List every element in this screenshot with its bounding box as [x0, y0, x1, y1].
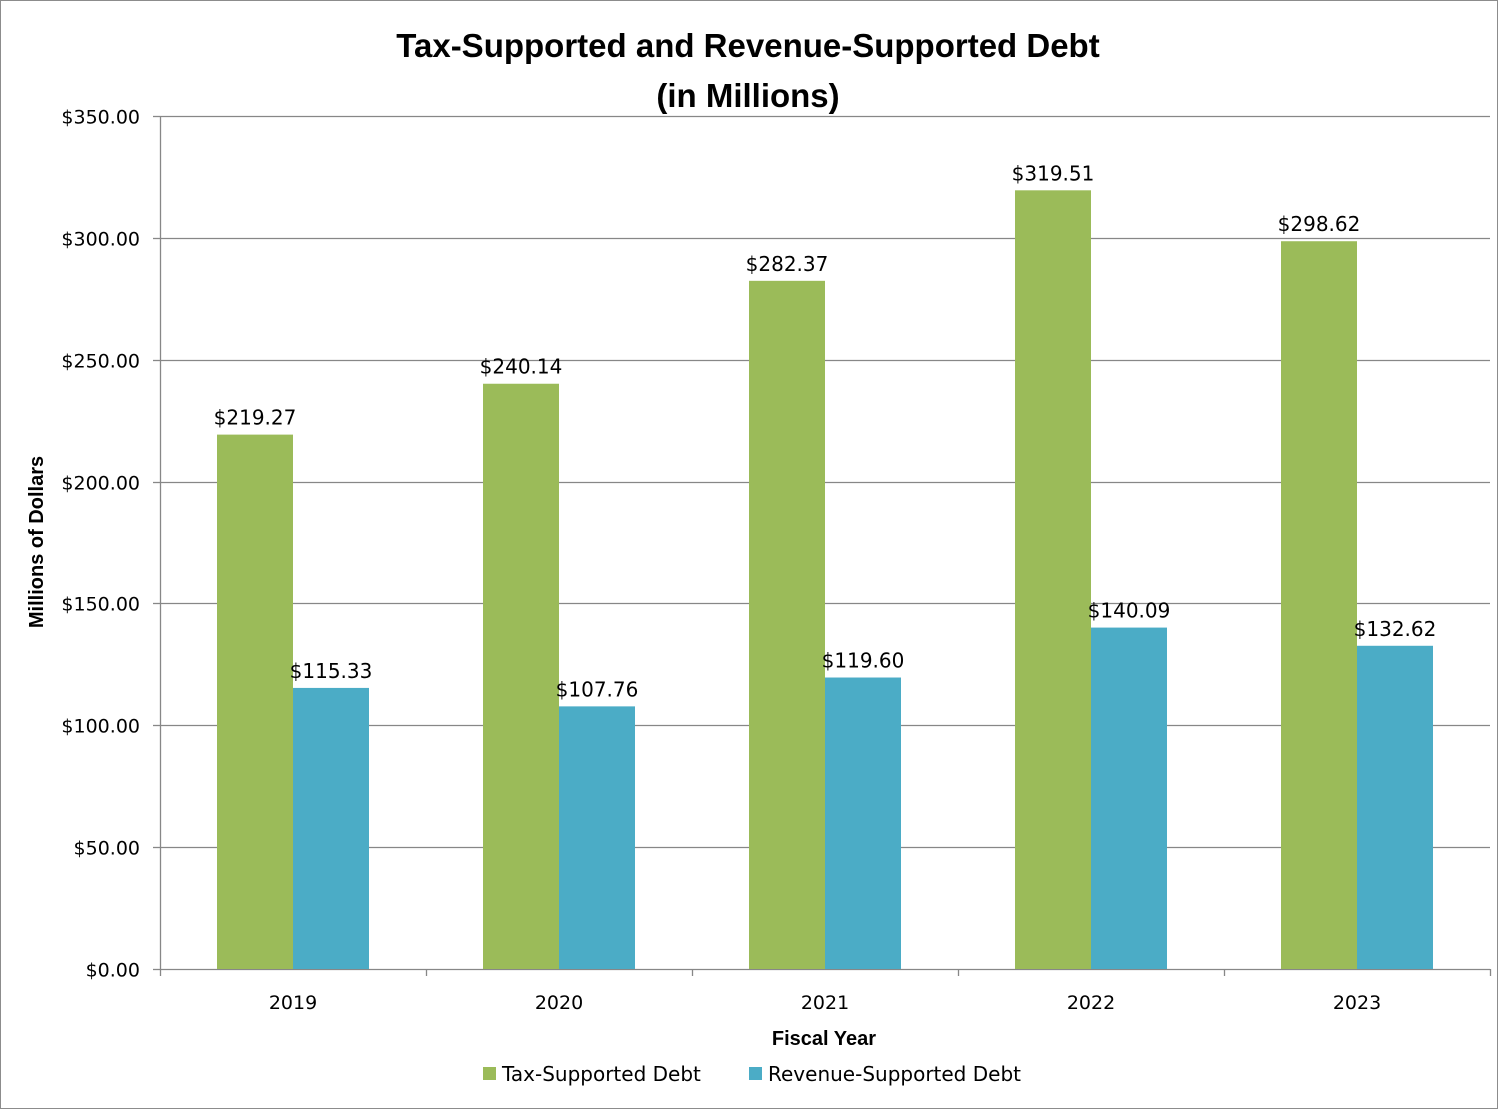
data-labels: $219.27 $115.33 $240.14 $107.76 $282.37 $119.…: [214, 161, 1437, 701]
data-label: $119.60: [822, 649, 905, 673]
bar: [1281, 241, 1357, 969]
bar: [1357, 645, 1433, 969]
y-tick-label: $150.00: [61, 594, 140, 616]
legend-swatch-revenue-supported: [749, 1067, 762, 1080]
y-tick-label: $250.00: [61, 351, 140, 373]
legend: Tax-Supported Debt Revenue-Supported Deb…: [483, 1062, 1021, 1086]
data-label: $319.51: [1012, 161, 1095, 185]
data-label: $282.37: [746, 252, 829, 276]
axes: [153, 115, 1492, 976]
legend-label-tax-supported: Tax-Supported Debt: [501, 1062, 701, 1086]
x-tick-label: 2020: [535, 992, 583, 1014]
y-tick-label: $200.00: [61, 473, 140, 495]
y-tick-label: $100.00: [61, 716, 140, 738]
bars: [217, 190, 1433, 970]
data-label: $298.62: [1278, 212, 1361, 236]
data-label: $219.27: [214, 406, 297, 430]
y-tick-label: $300.00: [61, 229, 140, 251]
bar: [749, 280, 825, 969]
data-label: $132.62: [1354, 617, 1437, 641]
bar: [1091, 627, 1167, 969]
data-label: $140.09: [1088, 599, 1171, 623]
y-tick-label: $50.00: [74, 838, 140, 860]
bar: [483, 383, 559, 969]
x-tick-label: 2019: [269, 992, 317, 1014]
legend-swatch-tax-supported: [483, 1067, 496, 1080]
bar: [825, 677, 901, 969]
data-label: $107.76: [556, 677, 639, 701]
bar: [1015, 190, 1091, 970]
data-label: $115.33: [290, 659, 373, 683]
chart-title-line1: Tax-Supported and Revenue-Supported Debt: [396, 27, 1099, 64]
bar: [559, 706, 635, 969]
chart-title-line2: (in Millions): [656, 77, 839, 114]
y-tick-label: $0.00: [86, 960, 140, 982]
tick-labels: $0.00 $50.00 $100.00 $150.00 $200.00 $250.00 $…: [61, 107, 1381, 1015]
data-label: $240.14: [480, 355, 563, 379]
x-tick-label: 2022: [1067, 992, 1115, 1014]
bar: [217, 434, 293, 970]
bar: [293, 687, 369, 969]
y-axis-title: Millions of Dollars: [26, 456, 48, 628]
x-axis-title: Fiscal Year: [772, 1028, 876, 1050]
legend-label-revenue-supported: Revenue-Supported Debt: [768, 1062, 1021, 1086]
x-tick-label: 2023: [1333, 992, 1381, 1014]
y-tick-label: $350.00: [61, 107, 140, 129]
x-tick-label: 2021: [801, 992, 849, 1014]
